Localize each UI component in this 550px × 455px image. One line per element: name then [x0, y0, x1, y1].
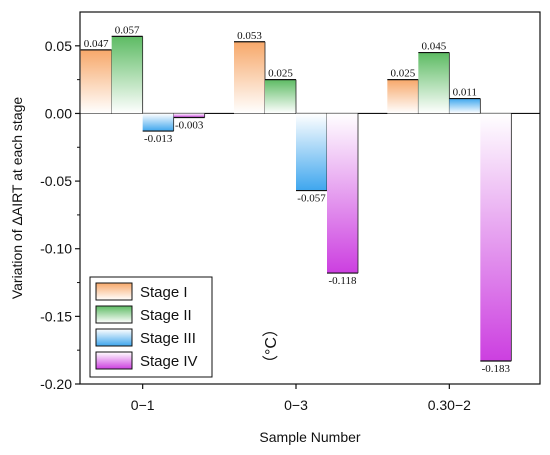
y-tick-label: -0.10 — [40, 241, 72, 257]
bar-0.30−2-stage-i — [387, 79, 419, 114]
bar-0−3-stage-iv — [327, 113, 358, 274]
x-tick-label: 0.30−2 — [428, 397, 471, 413]
data-label: 0.011 — [453, 87, 477, 99]
bar-0.30−2-stage-ii — [418, 52, 450, 114]
unit-annotation: （°C） — [262, 321, 280, 371]
y-tick-label: -0.15 — [40, 308, 72, 324]
bar-0−3-stage-iii — [296, 113, 327, 191]
x-axis-title: Sample Number — [259, 429, 360, 445]
legend: Stage I Stage II Stage III Stage IV — [89, 276, 213, 378]
legend-label: Stage IV — [140, 353, 198, 370]
data-label: -0.057 — [297, 193, 326, 205]
bar-0−1-stage-iii — [142, 113, 174, 132]
data-label: 0.045 — [421, 41, 446, 53]
y-tick-label: 0.05 — [45, 38, 72, 54]
legend-swatch — [95, 282, 133, 301]
data-label: -0.118 — [328, 275, 357, 287]
data-label: 0.053 — [237, 30, 262, 42]
legend-label: Stage I — [140, 284, 188, 301]
bar-0−1-stage-ii — [111, 36, 143, 114]
y-tick-label: -0.20 — [40, 376, 72, 392]
bar-0−1-stage-i — [80, 49, 112, 114]
bar-0.30−2-stage-iv — [480, 113, 512, 362]
plot-frame — [79, 11, 541, 385]
bar-0−3-stage-i — [234, 41, 265, 114]
data-label: -0.183 — [482, 363, 511, 375]
legend-swatch — [95, 305, 133, 324]
legend-swatch — [95, 351, 133, 370]
data-label: -0.003 — [175, 120, 204, 132]
data-label: 0.047 — [84, 38, 109, 50]
data-label: 0.025 — [268, 68, 293, 80]
legend-label: Stage II — [140, 307, 192, 324]
data-label: 0.057 — [115, 24, 140, 36]
x-tick-label: 0−1 — [131, 397, 155, 413]
legend-swatch — [95, 328, 133, 347]
y-tick-label: 0.00 — [45, 105, 72, 121]
x-tick-label: 0−3 — [284, 397, 308, 413]
legend-label: Stage III — [140, 330, 196, 347]
bar-0.30−2-stage-iii — [449, 98, 481, 114]
bar-0−1-stage-iv — [173, 113, 205, 118]
data-label: -0.013 — [144, 133, 173, 145]
y-tick-label: -0.05 — [40, 173, 72, 189]
data-label: 0.025 — [390, 68, 415, 80]
bar-0−3-stage-ii — [265, 79, 296, 114]
y-axis-title: Variation of ΔAIRT at each stage — [9, 97, 25, 300]
